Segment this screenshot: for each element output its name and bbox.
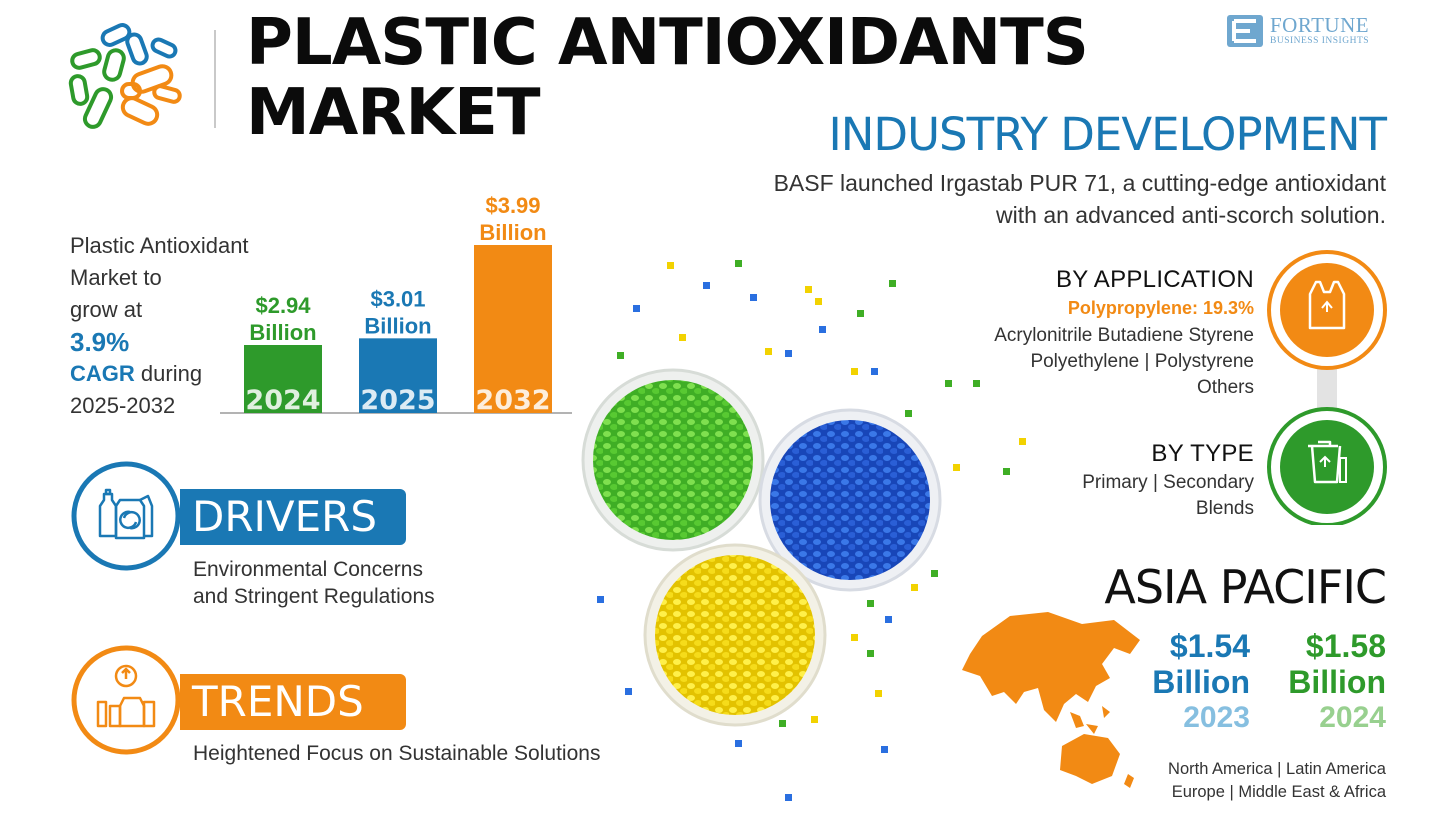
- cagr-line: CAGR during: [70, 358, 250, 390]
- title-line-1: PLASTIC ANTIOXIDANTS: [246, 6, 1089, 80]
- asia-pacific-2023-year: 2023: [1183, 701, 1250, 734]
- application-line-3: Others: [1196, 377, 1254, 398]
- application-highlight: Polypropylene: 19.3%: [1067, 298, 1254, 318]
- asia-pacific-2023-unit: Billion: [1152, 664, 1250, 700]
- plastic-pellets-image: [581, 260, 1026, 801]
- bar-2024: [244, 345, 322, 413]
- cagr-value: 3.9%: [70, 327, 130, 357]
- industry-line-2: with an advanced anti-scorch solution.: [996, 202, 1386, 228]
- bar-2032: [474, 245, 552, 413]
- cagr-label: CAGR: [70, 361, 135, 386]
- plastic-bag-icon: [1267, 250, 1387, 370]
- cagr-during: during: [134, 361, 203, 386]
- drivers-line-2: and Stringent Regulations: [193, 585, 435, 608]
- drivers-label: DRIVERS: [180, 489, 406, 545]
- growth-line-1: Plastic Antioxidant: [70, 233, 249, 258]
- asia-pacific-2024-unit: Billion: [1288, 664, 1386, 700]
- type-line-1: Primary | Secondary: [1082, 472, 1254, 493]
- by-type-title: BY TYPE: [1151, 440, 1254, 467]
- drivers-text: Environmental Concerns and Stringent Reg…: [193, 556, 435, 610]
- asia-pacific-2024-value: $1.58: [1305, 628, 1386, 664]
- regions-line-1: North America | Latin America: [1168, 760, 1386, 778]
- page-title: PLASTIC ANTIOXIDANTS MARKET: [246, 6, 1089, 150]
- trends-icon: [71, 645, 181, 755]
- by-application-title: BY APPLICATION: [1055, 266, 1254, 293]
- recycle-bin-icon: [1267, 407, 1387, 525]
- market-size-bar-chart: 2024$2.94Billion2025$3.01Billion2032$3.9…: [220, 193, 572, 416]
- asia-pacific-2024: $1.58 Billion 2024: [1288, 628, 1386, 736]
- bar-2025: [359, 338, 437, 413]
- fortune-logo-icon: [1227, 15, 1263, 47]
- type-list: Primary | Secondary Blends: [1082, 470, 1254, 522]
- trends-label: TRENDS: [180, 674, 406, 730]
- application-list: Acrylonitrile Butadiene Styrene Polyethy…: [994, 323, 1254, 401]
- bar-value-label-2032: $3.99: [485, 193, 540, 218]
- brand-name: FORTUNE: [1270, 13, 1370, 37]
- other-regions: North America | Latin America Europe | M…: [1168, 758, 1386, 804]
- asia-pacific-2023: $1.54 Billion 2023: [1152, 628, 1250, 736]
- drivers-icon: [71, 461, 181, 571]
- drivers-line-1: Environmental Concerns: [193, 558, 423, 581]
- bar-year-label-2024: 2024: [245, 385, 320, 416]
- growth-statement: Plastic Antioxidant Market to grow at 3.…: [70, 230, 250, 422]
- brand-subtitle: BUSINESS INSIGHTS: [1270, 36, 1370, 46]
- header-divider: [214, 30, 216, 128]
- title-line-2: MARKET: [246, 76, 540, 150]
- industry-development-text: BASF launched Irgastab PUR 71, a cutting…: [666, 167, 1386, 231]
- asia-pacific-map-icon: [962, 612, 1140, 788]
- bar-value-label-2024-unit: Billion: [249, 320, 316, 345]
- cagr-period: 2025-2032: [70, 393, 176, 418]
- brand-logo: FORTUNE BUSINESS INSIGHTS: [1226, 14, 1388, 48]
- application-line-2: Polyethylene | Polystyrene: [1030, 351, 1254, 372]
- bar-year-label-2025: 2025: [360, 385, 435, 416]
- bar-year-label-2032: 2032: [475, 385, 550, 416]
- industry-line-1: BASF launched Irgastab PUR 71, a cutting…: [773, 170, 1386, 196]
- asia-pacific-2024-year: 2024: [1319, 701, 1386, 734]
- capsules-logo-icon: [68, 23, 182, 129]
- growth-line-3: grow at: [70, 297, 143, 322]
- bar-value-label-2032-unit: Billion: [479, 220, 546, 245]
- bar-value-label-2024: $2.94: [255, 293, 311, 318]
- asia-pacific-2023-value: $1.54: [1169, 628, 1250, 664]
- segment-icons: [1267, 250, 1387, 525]
- industry-development-title: INDUSTRY DEVELOPMENT: [828, 108, 1387, 161]
- type-line-2: Blends: [1195, 498, 1254, 519]
- growth-line-2: Market to: [70, 265, 162, 290]
- asia-pacific-title: ASIA PACIFIC: [1104, 560, 1387, 614]
- bar-value-label-2025-unit: Billion: [364, 313, 431, 338]
- application-line-1: Acrylonitrile Butadiene Styrene: [994, 325, 1254, 346]
- regions-line-2: Europe | Middle East & Africa: [1171, 783, 1386, 801]
- trends-text: Heightened Focus on Sustainable Solution…: [193, 742, 601, 765]
- bar-value-label-2025: $3.01: [370, 286, 425, 311]
